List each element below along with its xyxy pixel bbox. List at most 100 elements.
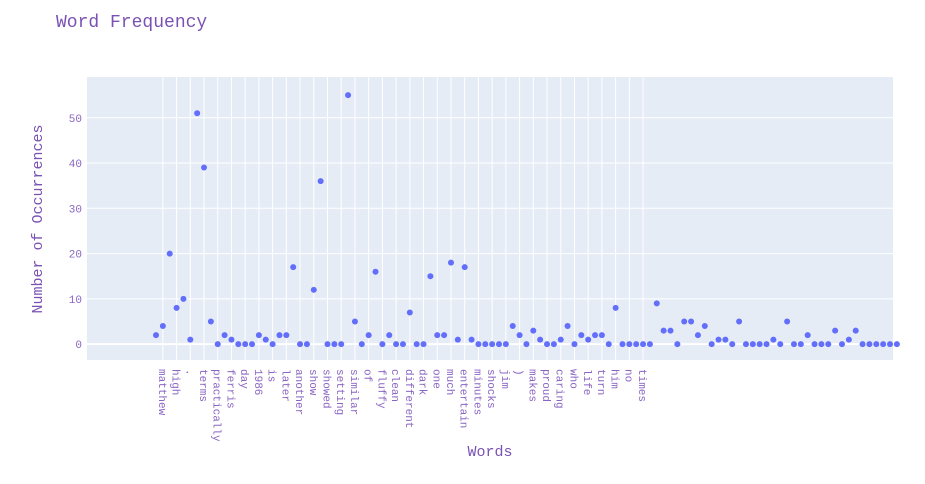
data-point [235,341,242,348]
data-point [173,304,180,311]
y-tick-label: 0 [75,340,82,352]
x-tick-label: 1986 [251,369,263,395]
data-point [427,273,434,280]
data-point [221,332,228,339]
data-point [180,295,187,302]
data-point [502,341,509,348]
data-point [866,341,873,348]
data-point [550,341,557,348]
x-tick-label: of [361,369,373,382]
x-tick-label: times [635,369,647,402]
y-axis-title: Number of Occurrences [30,124,47,313]
data-point [214,341,221,348]
y-axis-tick-labels: 0 10 20 30 40 50 [69,114,82,352]
data-point [372,268,379,275]
data-point [839,341,845,348]
data-point [653,300,660,307]
data-point [557,336,564,343]
data-point [825,341,832,348]
x-tick-label: no [621,369,633,382]
data-point [790,341,797,348]
x-tick-label: makes [525,369,537,402]
data-point [633,341,640,348]
x-tick-label: jim [498,369,510,389]
data-point [297,341,304,348]
plot-area [87,77,893,360]
data-point [310,286,317,293]
data-point [468,336,475,343]
x-tick-label: high [169,369,181,395]
x-tick-label: much [443,369,455,395]
data-point [619,341,626,348]
data-point [701,323,708,330]
data-point [859,341,866,348]
data-point [749,341,756,348]
data-point [434,332,441,339]
data-point [262,336,269,343]
data-point [530,327,537,334]
x-tick-label: who [566,369,578,389]
data-point [660,327,667,334]
x-tick-label: minutes [470,369,482,415]
data-point [317,178,324,185]
data-point [290,264,297,271]
data-point [187,336,194,343]
data-point [729,341,736,348]
data-point [153,332,159,339]
x-tick-label: him [608,369,620,389]
data-point [255,332,262,339]
data-point [736,318,743,325]
data-point [351,318,358,325]
x-tick-label: shocks [484,369,496,409]
data-point [640,341,647,348]
data-point [612,304,619,311]
data-point [667,327,674,334]
data-point [201,164,208,171]
data-point [393,341,400,348]
data-point [646,341,653,348]
data-point [605,341,612,348]
x-tick-label: practically [210,369,222,442]
data-point [592,332,599,339]
data-point [777,341,784,348]
x-tick-label: ) [512,369,524,376]
x-tick-label: similar [347,369,359,415]
x-tick-label: later [278,369,290,402]
data-point [688,318,695,325]
x-tick-label: proud [539,369,551,402]
data-point [797,341,804,348]
data-point [742,341,749,348]
data-point [585,336,592,343]
data-point [626,341,633,348]
x-tick-label: one [429,369,441,389]
data-point [852,327,859,334]
y-tick-label: 20 [69,250,82,262]
data-point [722,336,729,343]
data-point [811,341,818,348]
data-point [516,332,523,339]
data-point [873,341,880,348]
data-point [345,92,352,99]
x-tick-label: entertain [457,369,469,428]
data-point [303,341,310,348]
y-tick-label: 10 [69,295,82,307]
data-point [509,323,516,330]
x-tick-label: dark [416,369,428,396]
chart-title: Word Frequency [56,13,207,33]
x-tick-label: turn [594,369,606,395]
data-point [461,264,468,271]
x-tick-label: show [306,369,318,396]
data-point [454,336,461,343]
data-point [564,323,571,330]
data-point [399,341,406,348]
data-point [331,341,338,348]
x-tick-label: . [182,369,194,376]
data-point [482,341,489,348]
y-tick-label: 50 [69,114,82,126]
data-point [413,341,420,348]
data-point [818,341,825,348]
x-tick-label: fluffy [374,369,386,409]
x-tick-label: showed [320,369,332,409]
x-tick-label: day [237,369,249,389]
data-point [578,332,585,339]
